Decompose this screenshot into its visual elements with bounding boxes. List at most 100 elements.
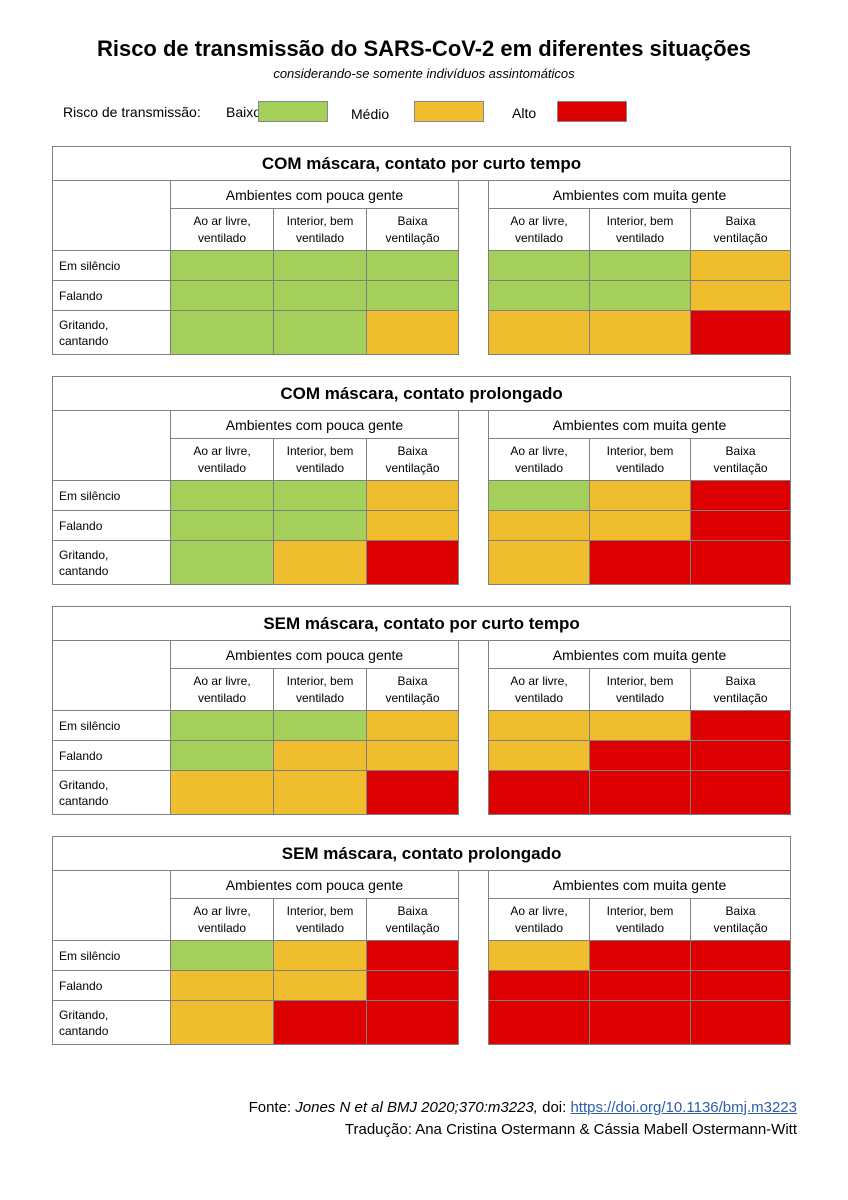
risk-cell-low (366, 280, 459, 311)
risk-cell-medium (488, 940, 590, 971)
corner-cell (52, 640, 171, 711)
risk-cell-medium (488, 310, 590, 355)
risk-cell-medium (366, 480, 459, 511)
risk-cell-high (689, 740, 792, 771)
column-header: Interior, bem ventilado (273, 898, 367, 941)
risk-cell-low (170, 710, 274, 741)
column-header: Baixa ventilação (689, 668, 792, 711)
gap-cell (458, 180, 489, 355)
risk-cell-low (488, 250, 590, 281)
risk-cell-medium (366, 310, 459, 355)
translation-credit: Tradução: Ana Cristina Ostermann & Cássi… (344, 1121, 797, 1138)
row-label: Em silêncio (52, 940, 171, 971)
risk-cell-low (488, 480, 590, 511)
group-label-many-people: Ambientes com muita gente (487, 410, 792, 439)
risk-cell-medium (689, 280, 792, 311)
table-row: Falando (52, 510, 792, 541)
risk-cell-high (689, 540, 792, 585)
doi-link[interactable]: https://doi.org/10.1136/bmj.m3223 (570, 1099, 797, 1116)
risk-cell-low (273, 250, 367, 281)
legend-swatch-medium (414, 101, 484, 122)
source-citation: Jones N et al BMJ 2020;370:m3223, (295, 1099, 538, 1116)
column-header: Baixa ventilação (689, 438, 792, 481)
risk-cell-high (273, 1000, 367, 1045)
table-title: SEM máscara, contato prolongado (51, 836, 792, 871)
column-header: Interior, bem ventilado (589, 668, 691, 711)
risk-cell-high (589, 970, 691, 1001)
risk-cell-low (170, 480, 274, 511)
risk-cell-low (273, 710, 367, 741)
column-header: Ao ar livre, ventilado (488, 898, 590, 941)
risk-cell-high (488, 970, 590, 1001)
risk-cell-high (689, 710, 792, 741)
legend-swatch-high (557, 101, 627, 122)
risk-cell-medium (589, 310, 691, 355)
gap-cell (458, 410, 489, 585)
table-row: Em silêncio (52, 250, 792, 281)
row-label: Em silêncio (52, 710, 171, 741)
risk-cell-medium (488, 540, 590, 585)
risk-cell-low (170, 280, 274, 311)
risk-cell-high (488, 770, 590, 815)
column-header: Ao ar livre, ventilado (170, 438, 274, 481)
risk-cell-low (273, 480, 367, 511)
legend-label-low: Baixo (226, 104, 262, 120)
table-row: Falando (52, 280, 792, 311)
source-line: Fonte: Jones N et al BMJ 2020;370:m3223,… (0, 1099, 797, 1116)
table-row: Gritando, cantando (52, 540, 792, 585)
risk-cell-high (366, 770, 459, 815)
table-row: Em silêncio (52, 710, 792, 741)
table-title: COM máscara, contato por curto tempo (51, 146, 792, 181)
risk-cell-medium (689, 250, 792, 281)
row-label: Gritando, cantando (52, 540, 171, 585)
table-row: Falando (52, 970, 792, 1001)
column-header: Ao ar livre, ventilado (488, 208, 590, 251)
risk-cell-high (689, 310, 792, 355)
risk-cell-low (589, 280, 691, 311)
row-label: Falando (52, 970, 171, 1001)
risk-table: SEM máscara, contato prolongado Ambientes… (51, 836, 792, 1045)
legend-label-medium: Médio (351, 106, 390, 122)
risk-cell-low (170, 940, 274, 971)
row-label: Em silêncio (52, 480, 171, 511)
risk-cell-low (273, 280, 367, 311)
page-title: Risco de transmissão do SARS-CoV-2 em di… (96, 36, 752, 61)
column-header: Interior, bem ventilado (589, 438, 691, 481)
column-header: Ao ar livre, ventilado (170, 208, 274, 251)
risk-cell-medium (589, 480, 691, 511)
group-label-few-people: Ambientes com pouca gente (170, 410, 459, 439)
risk-cell-high (689, 510, 792, 541)
table-row: Falando (52, 740, 792, 771)
table-row: Gritando, cantando (52, 1000, 792, 1045)
risk-cell-high (366, 540, 459, 585)
risk-cell-medium (366, 510, 459, 541)
risk-cell-low (589, 250, 691, 281)
table-row: Gritando, cantando (52, 310, 792, 355)
risk-cell-medium (488, 510, 590, 541)
risk-cell-high (589, 940, 691, 971)
table-title: COM máscara, contato prolongado (51, 376, 792, 411)
risk-table: COM máscara, contato prolongado Ambientes… (51, 376, 792, 585)
risk-cell-high (689, 940, 792, 971)
risk-cell-low (170, 540, 274, 585)
risk-cell-low (366, 250, 459, 281)
source-prefix: Fonte: (248, 1099, 296, 1116)
risk-cell-low (488, 280, 590, 311)
risk-cell-medium (170, 1000, 274, 1045)
group-label-few-people: Ambientes com pouca gente (170, 870, 459, 899)
column-header: Ao ar livre, ventilado (488, 668, 590, 711)
column-header: Ao ar livre, ventilado (170, 668, 274, 711)
risk-cell-high (689, 970, 792, 1001)
risk-table: COM máscara, contato por curto tempo Ambi… (51, 146, 792, 355)
risk-cell-high (589, 770, 691, 815)
risk-cell-medium (488, 740, 590, 771)
table-row: Gritando, cantando (52, 770, 792, 815)
column-header: Baixa ventilação (366, 668, 459, 711)
row-label: Falando (52, 510, 171, 541)
column-header: Interior, bem ventilado (589, 208, 691, 251)
risk-cell-low (170, 310, 274, 355)
table-title: SEM máscara, contato por curto tempo (51, 606, 792, 641)
column-header: Baixa ventilação (689, 208, 792, 251)
column-header: Ao ar livre, ventilado (170, 898, 274, 941)
column-header: Interior, bem ventilado (273, 668, 367, 711)
